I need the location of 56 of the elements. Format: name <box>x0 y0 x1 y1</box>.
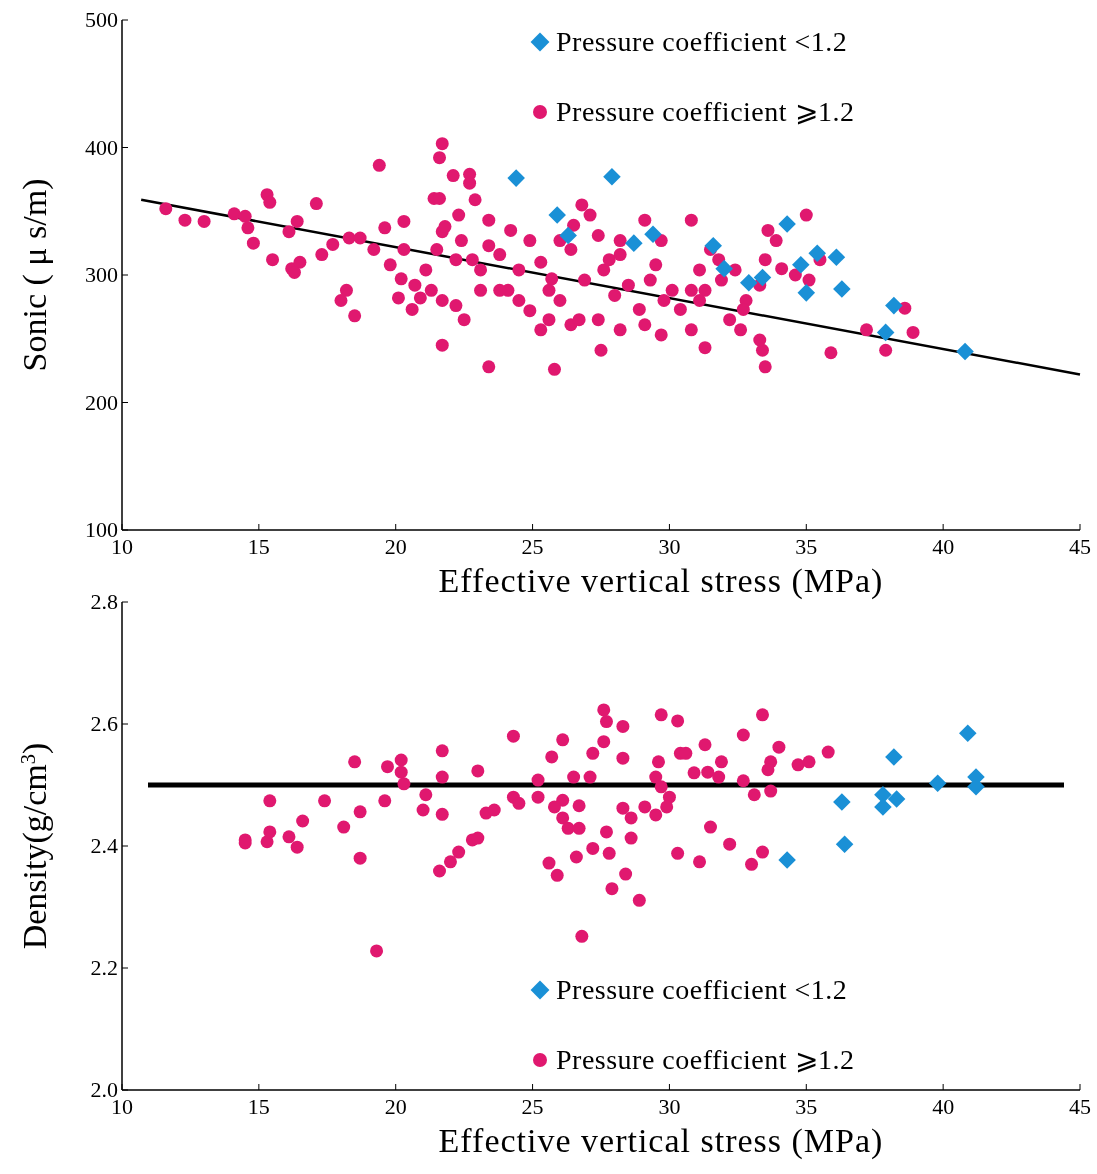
point <box>778 215 796 233</box>
point <box>928 774 947 792</box>
y-tick-label: 400 <box>85 134 118 160</box>
x-tick-label: 15 <box>247 1094 270 1119</box>
x-tick-label: 40 <box>932 1094 955 1119</box>
point <box>959 724 977 742</box>
point <box>833 280 851 298</box>
x-tick-label: 35 <box>795 534 818 559</box>
point <box>704 236 722 255</box>
x-axis-title: Effective vertical stress (MPa) <box>438 1122 884 1160</box>
x-tick-label: 15 <box>247 534 270 559</box>
point <box>792 256 810 274</box>
legend-label: Pressure coefficient <1.2 <box>556 26 848 57</box>
point <box>715 259 733 278</box>
y-tick-label: 2.8 <box>90 589 118 614</box>
point <box>885 296 903 315</box>
point <box>548 206 566 224</box>
point <box>956 342 974 361</box>
point <box>507 169 525 187</box>
point <box>753 268 772 287</box>
y-tick-label: 2.4 <box>90 833 118 858</box>
x-tick-label: 45 <box>1069 1094 1091 1119</box>
legend-label: Pressure coefficient <1.2 <box>556 974 848 1005</box>
y-tick-label: 2.2 <box>90 955 118 980</box>
x-tick-label: 20 <box>384 1094 407 1119</box>
point <box>808 244 827 263</box>
y-tick-label: 200 <box>85 389 118 415</box>
y-tick-label: 300 <box>85 262 118 287</box>
point <box>835 835 854 853</box>
point <box>876 323 895 342</box>
point <box>885 748 903 766</box>
x-tick-label: 40 <box>932 534 955 559</box>
point <box>644 225 662 243</box>
point <box>887 790 906 808</box>
x-tick-label: 35 <box>795 1094 818 1119</box>
point <box>603 168 621 186</box>
x-tick-label: 25 <box>521 534 544 559</box>
point <box>874 798 892 816</box>
y-axis-title: Sonic ( μ s/m) <box>16 178 54 372</box>
x-tick-label: 30 <box>658 534 681 559</box>
point <box>827 248 846 266</box>
legend-label: Pressure coefficient ⩾1.2 <box>556 96 855 127</box>
x-tick-label: 30 <box>658 1094 681 1119</box>
x-tick-label: 45 <box>1069 534 1091 559</box>
point <box>833 793 851 811</box>
point <box>559 226 577 245</box>
point <box>740 273 758 292</box>
point <box>778 851 796 869</box>
y-tick-label: 2.6 <box>90 711 118 736</box>
x-axis-title: Effective vertical stress (MPa) <box>438 562 884 600</box>
y-tick-label: 500 <box>85 7 118 32</box>
point <box>797 284 816 302</box>
point <box>625 234 643 252</box>
x-tick-label: 20 <box>384 534 407 559</box>
x-tick-label: 25 <box>521 1094 544 1119</box>
legend-label: Pressure coefficient ⩾1.2 <box>556 1044 855 1075</box>
